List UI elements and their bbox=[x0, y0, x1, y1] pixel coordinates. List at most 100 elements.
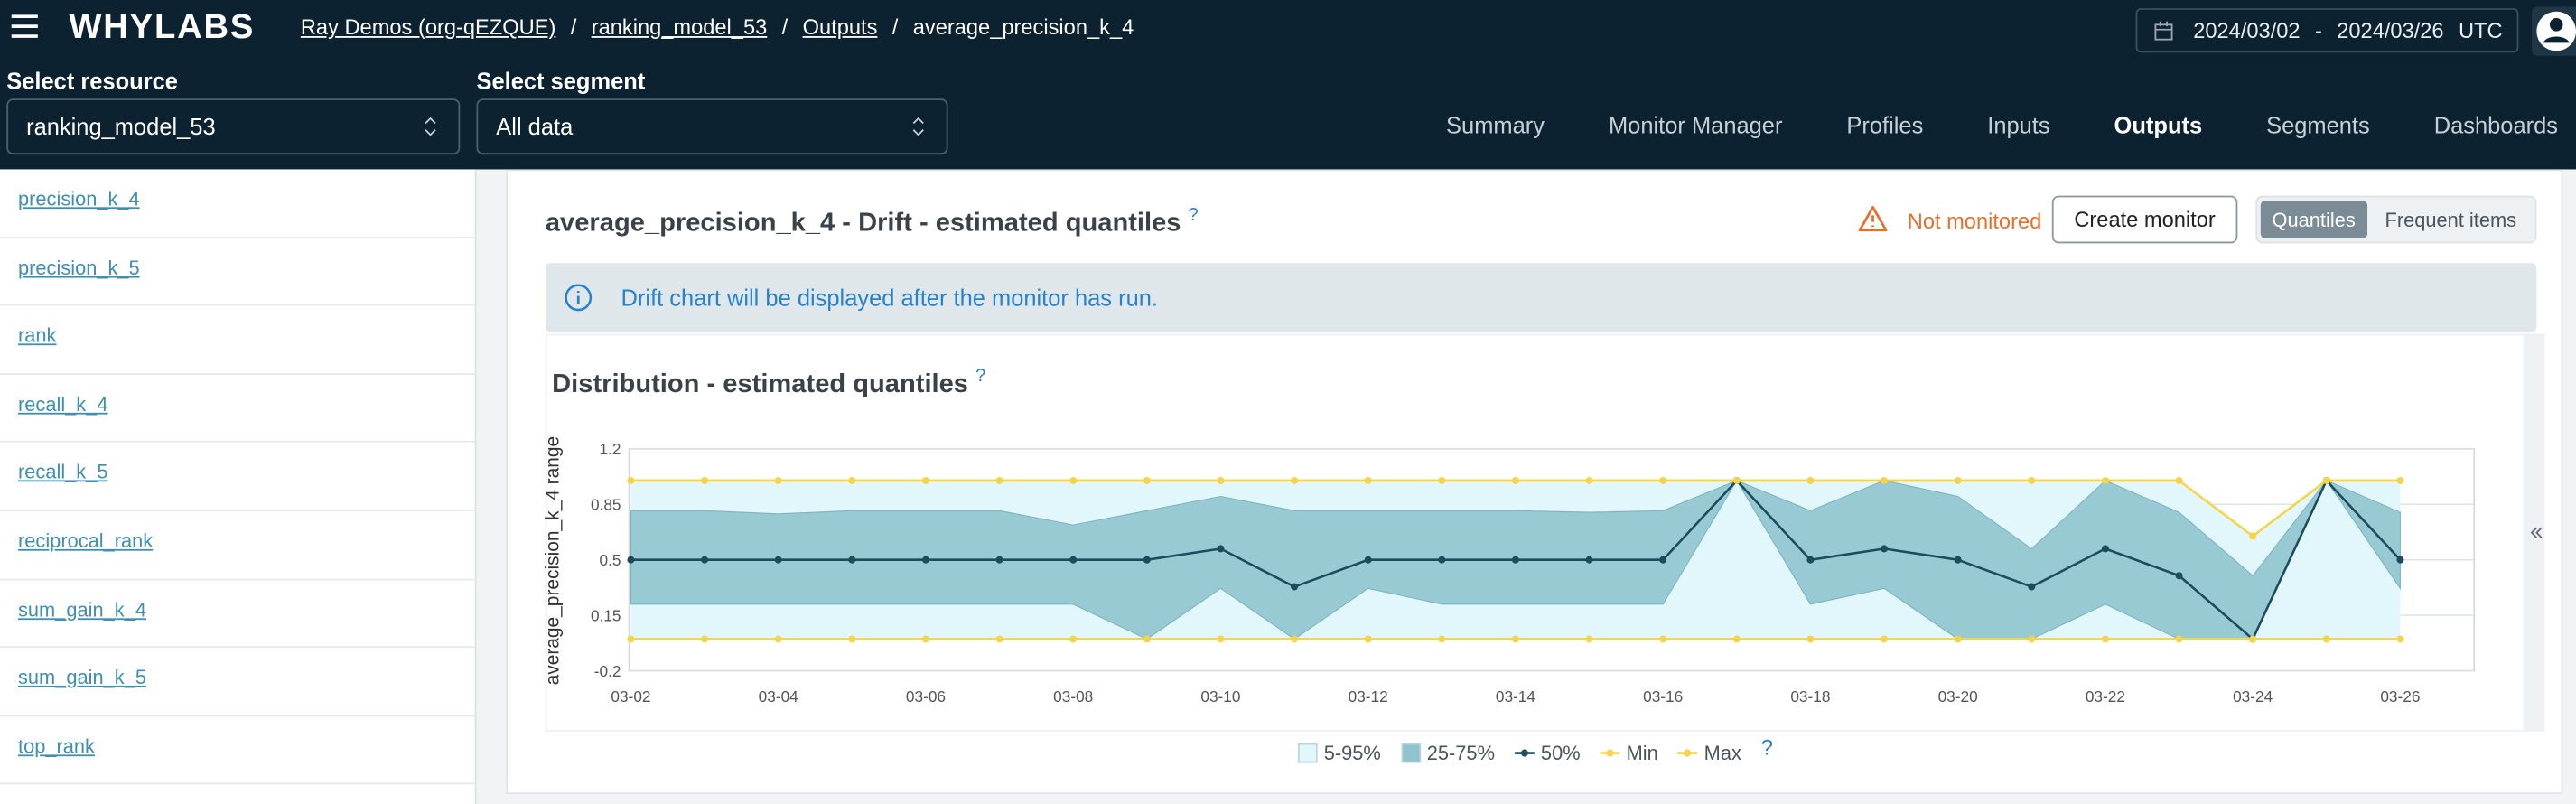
series-point bbox=[2028, 583, 2036, 591]
legend-swatch-box bbox=[1297, 742, 1318, 762]
series-point bbox=[2249, 532, 2257, 540]
toggle-option[interactable]: Frequent items bbox=[2385, 209, 2517, 232]
series-point bbox=[1291, 583, 1299, 591]
breadcrumb-separator: / bbox=[781, 14, 789, 40]
series-point bbox=[1217, 635, 1225, 643]
date-range[interactable]: 2024/03/02 - 2024/03/26 UTC bbox=[2135, 8, 2519, 53]
series-point bbox=[627, 556, 635, 564]
legend: 5-95% 25-75% 50% Min Max? bbox=[546, 735, 2525, 764]
series-point bbox=[1511, 476, 1519, 484]
legend-swatch bbox=[1400, 742, 1421, 762]
series-point bbox=[774, 556, 782, 564]
calendar-icon bbox=[2154, 21, 2173, 41]
sidebar-link[interactable]: rank bbox=[0, 306, 475, 375]
menu-icon[interactable] bbox=[10, 14, 40, 40]
series-point bbox=[848, 635, 856, 643]
view-toggle: Quantiles Frequent items bbox=[2255, 195, 2537, 244]
series-point bbox=[1511, 635, 1519, 643]
x-tick-label: 03-14 bbox=[1496, 687, 1536, 706]
legend-label: 5-95% bbox=[1323, 740, 1381, 764]
legend-swatch-box bbox=[1400, 742, 1421, 762]
collapse-icon[interactable] bbox=[2530, 526, 2543, 539]
sidebar-link[interactable]: recall_k_4 bbox=[0, 375, 475, 444]
series-point bbox=[1291, 635, 1299, 643]
legend-swatch bbox=[1600, 748, 1620, 756]
legend-item[interactable]: 5-95% bbox=[1297, 740, 1381, 764]
nav-tab[interactable]: Outputs bbox=[2114, 111, 2203, 138]
series-point bbox=[1881, 635, 1889, 643]
x-tick-label: 03-08 bbox=[1053, 687, 1093, 706]
series-point bbox=[701, 476, 709, 484]
series-point bbox=[1364, 476, 1372, 484]
sidebar-link[interactable]: sum_gain_k_4 bbox=[0, 580, 475, 649]
sidebar-link[interactable]: sum_gain_k_5 bbox=[0, 648, 475, 717]
breadcrumb[interactable]: Ray Demos (org-qEZQUE) bbox=[300, 14, 556, 40]
sidebar-link[interactable]: precision_k_5 bbox=[0, 238, 475, 306]
legend-label: Min bbox=[1626, 740, 1658, 764]
series-point bbox=[1364, 556, 1372, 564]
nav-tab[interactable]: Summary bbox=[1446, 111, 1545, 138]
chart-title: Distribution - estimated quantiles ? bbox=[552, 367, 985, 400]
series-point bbox=[1659, 556, 1667, 564]
series-point bbox=[2396, 476, 2404, 484]
nav-tab[interactable]: Dashboards bbox=[2433, 111, 2559, 138]
breadcrumb[interactable]: ranking_model_53 bbox=[591, 14, 768, 40]
timezone: UTC bbox=[2458, 18, 2503, 43]
legend-item[interactable]: Max bbox=[1677, 740, 1741, 764]
series-point bbox=[1806, 476, 1815, 484]
resource-select[interactable]: ranking_model_53 bbox=[6, 98, 461, 155]
series-point bbox=[627, 635, 635, 643]
avatar[interactable] bbox=[2531, 6, 2576, 56]
help-icon[interactable]: ? bbox=[975, 366, 986, 387]
panel-title: average_precision_k_4 - Drift - estimate… bbox=[546, 206, 1199, 239]
series-point bbox=[774, 476, 782, 484]
nav-tab[interactable]: Profiles bbox=[1846, 111, 1924, 138]
series-point bbox=[1143, 556, 1151, 564]
panel-title-text: average_precision_k_4 - Drift - estimate… bbox=[545, 209, 1181, 238]
segment-value: All data bbox=[496, 113, 574, 140]
series-point bbox=[1291, 476, 1299, 484]
nav-tab[interactable]: Inputs bbox=[1987, 111, 2050, 138]
series-point bbox=[1659, 476, 1667, 484]
y-tick-label: -0.2 bbox=[594, 662, 621, 680]
series-point bbox=[774, 635, 782, 643]
series-point bbox=[2028, 635, 2036, 643]
create-monitor-button[interactable]: Create monitor bbox=[2051, 195, 2238, 244]
series-point bbox=[2322, 635, 2330, 643]
series-point bbox=[848, 556, 856, 564]
help-icon[interactable]: ? bbox=[1760, 734, 1773, 760]
series-point bbox=[1217, 476, 1225, 484]
series-point bbox=[848, 476, 856, 484]
top-bar bbox=[0, 0, 2576, 170]
segment-select[interactable]: All data bbox=[476, 98, 948, 155]
sidebar-link[interactable]: reciprocal_rank bbox=[0, 511, 475, 580]
series-point bbox=[1069, 635, 1078, 643]
series-point bbox=[1438, 556, 1446, 564]
breadcrumb-separator: / bbox=[570, 14, 577, 40]
sidebar-link[interactable]: precision_k_4 bbox=[0, 169, 475, 238]
x-tick-label: 03-04 bbox=[759, 687, 799, 706]
info-icon bbox=[565, 284, 593, 312]
sidebar-link[interactable]: recall_k_5 bbox=[0, 443, 475, 511]
series-point bbox=[995, 635, 1003, 643]
series-point bbox=[2101, 545, 2109, 553]
x-tick-label: 03-02 bbox=[611, 687, 650, 706]
help-icon[interactable]: ? bbox=[1188, 205, 1199, 226]
series-point bbox=[701, 635, 709, 643]
nav-tab[interactable]: Segments bbox=[2266, 111, 2370, 138]
legend-item[interactable]: 25-75% bbox=[1400, 740, 1495, 764]
series-point bbox=[701, 556, 709, 564]
logo[interactable]: WHYLABS bbox=[69, 8, 256, 46]
series-point bbox=[1881, 476, 1889, 484]
nav-tab[interactable]: Monitor Manager bbox=[1608, 111, 1783, 138]
breadcrumb[interactable]: Outputs bbox=[802, 14, 878, 40]
series-point bbox=[2396, 556, 2404, 564]
toggle-option[interactable]: Quantiles bbox=[2260, 201, 2367, 238]
x-tick-label: 03-06 bbox=[906, 687, 946, 706]
collapse-rail[interactable] bbox=[2525, 333, 2545, 732]
legend-swatch-dot bbox=[1520, 748, 1528, 756]
legend-item[interactable]: 50% bbox=[1514, 740, 1581, 764]
series-point bbox=[2175, 635, 2183, 643]
legend-item[interactable]: Min bbox=[1600, 740, 1658, 764]
sidebar-link[interactable]: top_rank bbox=[0, 716, 475, 785]
